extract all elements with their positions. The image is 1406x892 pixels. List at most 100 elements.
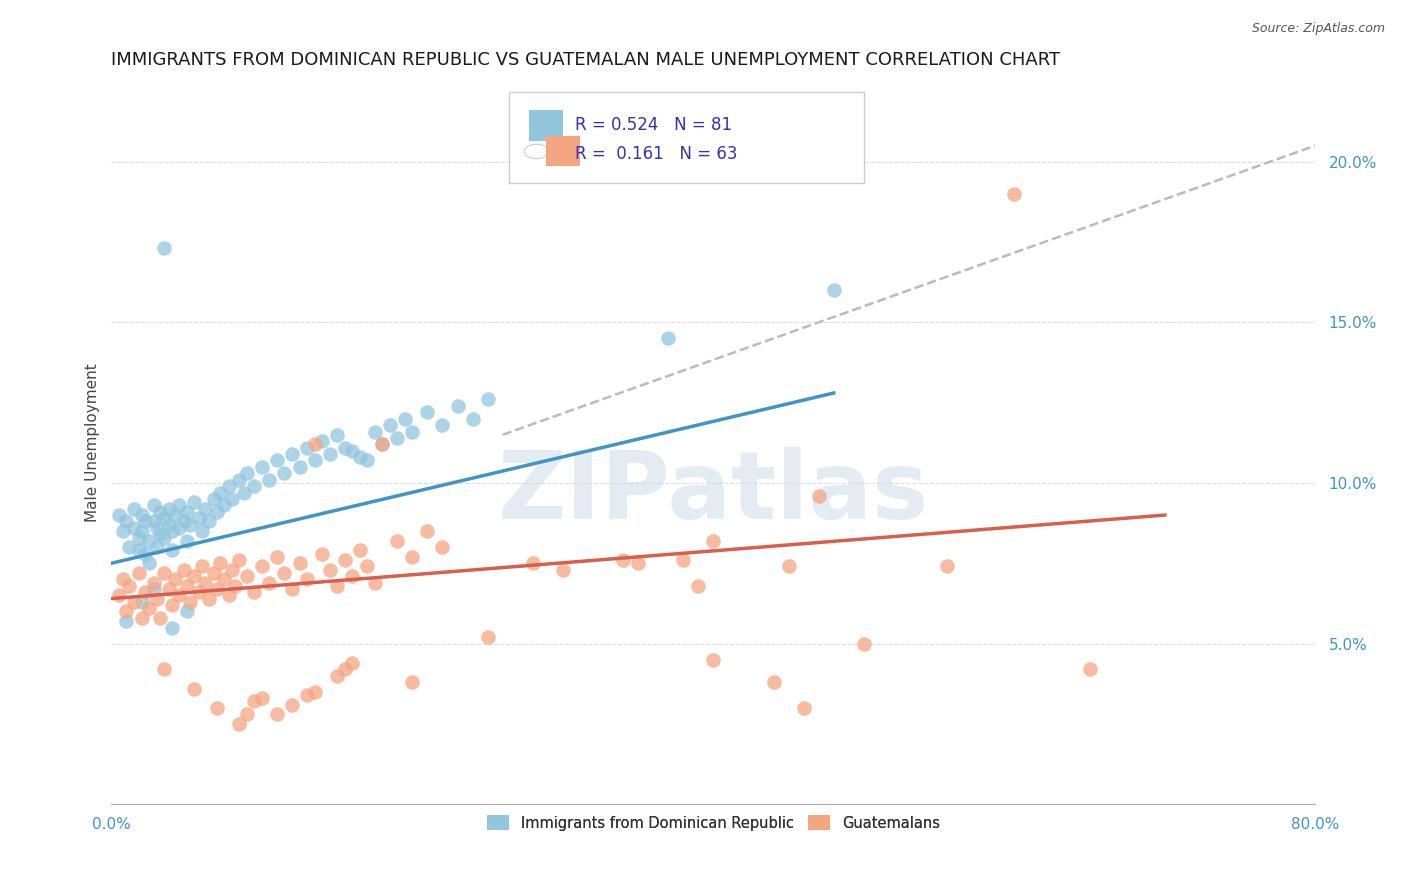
Point: [145, 540, 167, 554]
Point: [108, 508, 131, 522]
Point: [852, 636, 875, 650]
Point: [672, 553, 695, 567]
Text: IMMIGRANTS FROM DOMINICAN REPUBLIC VS GUATEMALAN MALE UNEMPLOYMENT CORRELATION C: IMMIGRANTS FROM DOMINICAN REPUBLIC VS GU…: [111, 51, 1060, 69]
Point: [163, 508, 186, 522]
Point: [208, 556, 231, 570]
Point: [183, 495, 205, 509]
Point: [333, 553, 356, 567]
Point: [122, 521, 145, 535]
Point: [273, 467, 295, 481]
Point: [221, 491, 243, 506]
Point: [224, 579, 246, 593]
Point: [281, 582, 304, 596]
Point: [295, 688, 318, 702]
Point: [295, 441, 318, 455]
Point: [131, 611, 153, 625]
Text: Source: ZipAtlas.com: Source: ZipAtlas.com: [1251, 22, 1385, 36]
Point: [157, 582, 180, 596]
Point: [190, 559, 212, 574]
FancyBboxPatch shape: [546, 136, 579, 166]
Point: [1002, 186, 1025, 201]
Point: [522, 556, 544, 570]
Point: [762, 675, 785, 690]
Point: [250, 559, 273, 574]
Point: [173, 515, 195, 529]
Point: [702, 652, 724, 666]
Point: [160, 543, 183, 558]
Point: [205, 582, 228, 596]
Point: [214, 572, 236, 586]
Point: [115, 614, 138, 628]
Point: [232, 485, 254, 500]
Point: [153, 241, 176, 255]
Point: [157, 517, 180, 532]
Point: [179, 517, 201, 532]
Point: [145, 591, 167, 606]
Point: [281, 698, 304, 712]
Point: [167, 521, 190, 535]
Point: [142, 515, 165, 529]
Point: [288, 459, 311, 474]
Point: [148, 527, 170, 541]
Point: [198, 591, 221, 606]
Point: [218, 479, 240, 493]
Text: ZIPatlas: ZIPatlas: [498, 448, 929, 540]
Point: [187, 511, 209, 525]
Point: [326, 427, 349, 442]
Point: [128, 531, 150, 545]
Point: [160, 620, 183, 634]
Point: [250, 691, 273, 706]
Point: [194, 575, 217, 590]
Point: [198, 515, 221, 529]
Point: [371, 437, 394, 451]
Point: [657, 331, 679, 345]
Point: [118, 579, 141, 593]
Point: [153, 531, 176, 545]
Point: [228, 473, 250, 487]
Point: [115, 515, 138, 529]
Point: [266, 549, 288, 564]
Point: [295, 572, 318, 586]
Point: [318, 563, 340, 577]
Point: [432, 418, 454, 433]
Point: [318, 447, 340, 461]
Point: [205, 701, 228, 715]
Point: [187, 585, 209, 599]
Point: [176, 579, 198, 593]
Text: R = 0.524   N = 81: R = 0.524 N = 81: [575, 116, 733, 134]
Point: [304, 437, 326, 451]
Point: [157, 501, 180, 516]
Point: [153, 511, 176, 525]
Point: [273, 566, 295, 580]
Point: [266, 707, 288, 722]
Point: [205, 505, 228, 519]
Point: [131, 524, 153, 538]
Point: [371, 437, 394, 451]
Point: [243, 479, 266, 493]
Point: [333, 441, 356, 455]
Point: [394, 411, 416, 425]
Point: [160, 524, 183, 538]
Point: [163, 572, 186, 586]
Point: [259, 575, 281, 590]
Y-axis label: Male Unemployment: Male Unemployment: [86, 363, 100, 522]
Point: [378, 418, 401, 433]
Point: [236, 569, 259, 583]
Point: [160, 598, 183, 612]
Point: [935, 559, 957, 574]
Point: [612, 553, 634, 567]
Point: [364, 575, 387, 590]
Point: [342, 569, 364, 583]
Point: [333, 662, 356, 676]
Point: [153, 662, 176, 676]
Point: [190, 524, 212, 538]
Point: [142, 582, 165, 596]
Point: [134, 585, 156, 599]
Point: [131, 508, 153, 522]
Point: [153, 566, 176, 580]
Text: R =  0.161   N = 63: R = 0.161 N = 63: [575, 145, 737, 162]
Point: [627, 556, 650, 570]
Point: [551, 563, 574, 577]
Point: [134, 547, 156, 561]
Point: [138, 601, 160, 615]
